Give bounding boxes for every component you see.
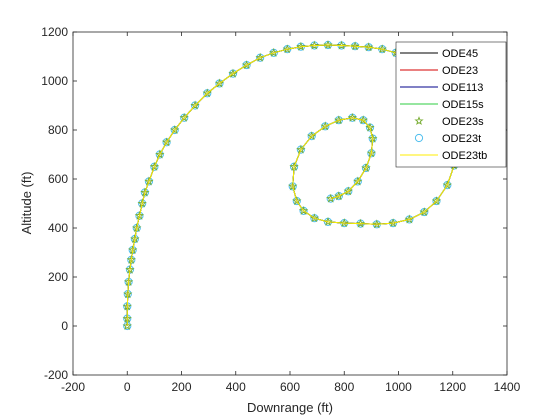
data-point-ode23s bbox=[358, 115, 368, 125]
data-point-ode23s bbox=[149, 161, 160, 171]
y-axis-ticks: -200 0 200 400 600 800 1000 1200 bbox=[41, 25, 507, 382]
legend-entry-ode23s: ODE23s bbox=[414, 116, 484, 128]
data-point-ode23s bbox=[377, 44, 387, 54]
data-point-ode23s bbox=[144, 176, 154, 186]
x-axis-label: Downrange (ft) bbox=[247, 400, 333, 415]
legend-label-ode23: ODE23 bbox=[442, 65, 478, 77]
data-point-ode23s bbox=[419, 207, 429, 217]
data-point-ode23s bbox=[296, 41, 306, 51]
y-tick-label: 200 bbox=[48, 270, 68, 284]
x-tick-label: 200 bbox=[171, 380, 191, 394]
data-point-ode23s bbox=[336, 40, 347, 50]
legend-label-ode113: ODE113 bbox=[442, 82, 483, 94]
y-tick-label: 1000 bbox=[41, 74, 68, 88]
data-point-ode23s bbox=[155, 149, 165, 159]
legend: ODE45 ODE23 ODE113 ODE15s ODE23s ODE23t ODE23t… bbox=[395, 41, 507, 168]
data-point-ode23s bbox=[334, 115, 344, 125]
data-point-ode23s bbox=[179, 112, 189, 122]
data-point-ode23s bbox=[361, 163, 371, 172]
data-point-ode23s bbox=[190, 100, 200, 110]
y-axis-label: Altitude (ft) bbox=[19, 172, 34, 235]
x-tick-label: 800 bbox=[334, 380, 354, 394]
data-point-ode23s bbox=[350, 41, 360, 51]
legend-entry-ode45: ODE45 bbox=[400, 48, 478, 60]
data-point-ode23s bbox=[292, 196, 302, 206]
legend-entry-ode23tb: ODE23tb bbox=[400, 150, 487, 162]
data-point-ode23s bbox=[296, 144, 306, 154]
data-point-ode23s bbox=[442, 180, 452, 190]
data-point-ode23s bbox=[161, 137, 172, 147]
data-point-ode23s bbox=[307, 131, 317, 141]
y-tick-label: 0 bbox=[61, 319, 68, 333]
data-point-ode23s bbox=[202, 88, 212, 98]
y-tick-label: 400 bbox=[48, 221, 68, 235]
data-point-ode23s bbox=[298, 206, 309, 215]
x-tick-label: 0 bbox=[124, 380, 131, 394]
legend-entry-ode23t: ODE23t bbox=[414, 133, 481, 145]
data-point-ode23s bbox=[366, 148, 377, 158]
legend-entry-ode23: ODE23 bbox=[400, 65, 478, 77]
legend-label-ode23t: ODE23t bbox=[442, 133, 481, 145]
y-tick-label: 600 bbox=[48, 172, 68, 186]
x-tick-label: 600 bbox=[280, 380, 300, 394]
data-point-ode23s bbox=[431, 196, 442, 206]
data-point-ode23s bbox=[355, 218, 366, 228]
data-point-ode23s bbox=[343, 186, 353, 196]
legend-label-ode45: ODE45 bbox=[442, 48, 478, 60]
data-point-ode23s bbox=[309, 213, 320, 223]
data-point-ode23s bbox=[170, 125, 180, 134]
data-point-ode23s bbox=[309, 40, 320, 50]
data-point-ode23s bbox=[122, 321, 132, 330]
data-point-ode23s bbox=[282, 44, 292, 54]
data-point-ode23s bbox=[214, 78, 225, 88]
x-tick-label: 400 bbox=[226, 380, 246, 394]
data-point-ode23s bbox=[353, 176, 363, 186]
x-tick-label: 1200 bbox=[439, 380, 466, 394]
data-point-ode23s bbox=[323, 40, 333, 49]
x-axis-ticks: -200 0 200 400 600 800 1000 1200 1400 bbox=[61, 32, 521, 394]
legend-swatch-ode23s bbox=[414, 116, 424, 125]
data-point-ode23s bbox=[388, 218, 398, 228]
legend-label-ode23tb: ODE23tb bbox=[442, 150, 487, 162]
legend-entry-ode113: ODE113 bbox=[400, 82, 483, 94]
x-tick-label: 1000 bbox=[385, 380, 412, 394]
legend-label-ode23s: ODE23s bbox=[442, 116, 484, 128]
data-point-ode23s bbox=[363, 42, 374, 52]
data-point-ode23s bbox=[339, 218, 349, 228]
y-tick-label: -200 bbox=[44, 368, 68, 382]
legend-swatch-ode23t bbox=[414, 133, 424, 143]
x-tick-label: -200 bbox=[61, 380, 85, 394]
x-tick-label: 1400 bbox=[494, 380, 521, 394]
legend-entry-ode15s: ODE15s bbox=[400, 99, 484, 111]
data-point-ode23s bbox=[347, 112, 358, 122]
legend-label-ode15s: ODE15s bbox=[442, 99, 484, 111]
data-point-ode23s bbox=[372, 219, 382, 229]
y-tick-label: 1200 bbox=[41, 25, 68, 39]
y-tick-label: 800 bbox=[48, 123, 68, 137]
